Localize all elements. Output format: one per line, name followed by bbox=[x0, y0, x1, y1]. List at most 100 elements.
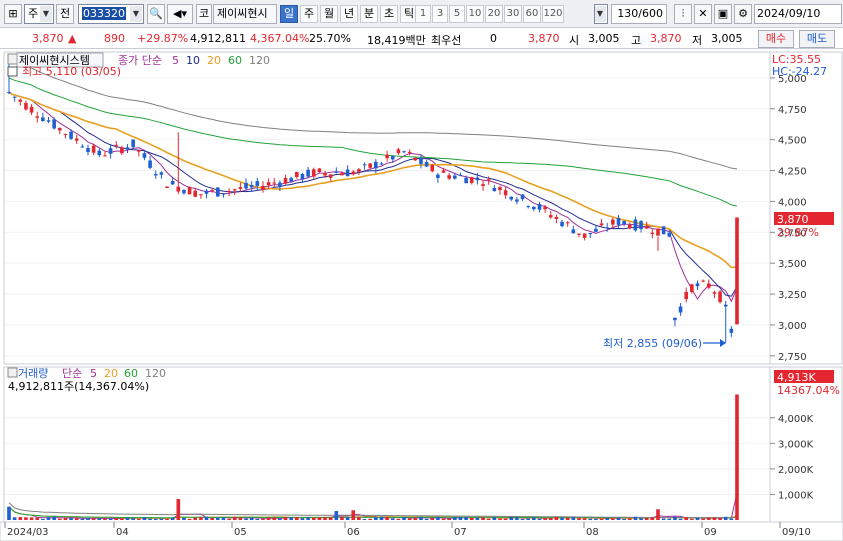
interval-button-1[interactable]: 1 bbox=[415, 5, 431, 23]
volume-bar bbox=[633, 516, 638, 520]
candle-body bbox=[701, 280, 705, 282]
interval-button-3[interactable]: 3 bbox=[432, 5, 448, 23]
candle-body bbox=[402, 151, 406, 153]
name-prefix: 코 bbox=[196, 4, 212, 24]
candle-body bbox=[644, 225, 649, 229]
market-combo[interactable]: 주 ▼ bbox=[24, 4, 54, 24]
volume-bar bbox=[255, 518, 260, 520]
candle-body bbox=[532, 206, 536, 210]
candle-body bbox=[74, 138, 79, 141]
candle-body bbox=[69, 131, 73, 139]
volume-bar bbox=[537, 518, 542, 520]
volume-bar bbox=[706, 517, 711, 520]
chevron-down-icon: ▼ bbox=[40, 6, 52, 22]
volume-bar bbox=[136, 518, 141, 520]
period-tab-2[interactable]: 월 bbox=[320, 5, 338, 23]
sound-icon[interactable]: ◀▾ bbox=[167, 4, 193, 24]
sell-button[interactable]: 매도 bbox=[799, 30, 835, 48]
volume-tick-label: 2,000K bbox=[778, 465, 814, 476]
date-field[interactable]: 2024/09/10 bbox=[754, 4, 842, 24]
chart-area[interactable]: 5,000 4,750 4,500 4,250 4,000 3,750 3,500 3,250… bbox=[0, 50, 843, 541]
volume-tick-label: 1,000K bbox=[778, 490, 814, 501]
ma-120-label: 120 bbox=[249, 54, 270, 67]
search-icon[interactable]: 🔍 bbox=[147, 4, 165, 24]
period-tab-1[interactable]: 주 bbox=[300, 5, 318, 23]
interval-dropdown[interactable]: ▼ bbox=[594, 4, 608, 24]
candle-body bbox=[278, 182, 282, 187]
collapse-icon[interactable] bbox=[7, 66, 18, 77]
candle-body bbox=[283, 178, 288, 184]
price-grid bbox=[5, 77, 769, 357]
candle-body bbox=[57, 128, 62, 131]
volume-bar bbox=[684, 517, 689, 520]
candle-type-icon[interactable]: ⫶ bbox=[674, 4, 692, 24]
interval-button-60[interactable]: 60 bbox=[523, 5, 541, 23]
type-button[interactable]: 전 bbox=[56, 4, 74, 24]
candle-body bbox=[481, 184, 485, 186]
interval-button-10[interactable]: 10 bbox=[466, 5, 484, 23]
period-tab-6[interactable]: 틱 bbox=[400, 5, 418, 23]
volume-tag-text: 4,913K bbox=[777, 371, 816, 384]
ma-60-line bbox=[8, 77, 738, 207]
period-tab-4[interactable]: 분 bbox=[360, 5, 378, 23]
volume-bar bbox=[278, 518, 282, 520]
volume-bar bbox=[644, 518, 649, 520]
chart-settings-icon[interactable]: ⊞ bbox=[4, 4, 22, 24]
volume-bar bbox=[249, 517, 254, 520]
x-tick-label: 08 bbox=[586, 527, 599, 538]
price-pct-tag: 29.87% bbox=[777, 226, 819, 239]
volume-bar bbox=[86, 518, 90, 520]
candle-body bbox=[153, 173, 158, 176]
volume-bar bbox=[29, 517, 34, 520]
stock-title: 제이씨현시스템 bbox=[19, 54, 90, 67]
volume-menu-icon[interactable] bbox=[7, 367, 18, 378]
period-tab-5[interactable]: 초 bbox=[380, 5, 398, 23]
volume-bar bbox=[334, 511, 339, 520]
volume-bar bbox=[176, 499, 181, 520]
code-value: 033320 bbox=[82, 7, 126, 20]
gear-icon[interactable]: ⚙ bbox=[734, 4, 752, 24]
period-tab-3[interactable]: 년 bbox=[340, 5, 358, 23]
x-tick-label: 04 bbox=[116, 527, 129, 538]
candle-body bbox=[221, 193, 226, 195]
candle-body bbox=[379, 163, 384, 165]
volume-bar bbox=[577, 518, 581, 520]
volume-pct-tag: 14367.04% bbox=[777, 384, 840, 397]
volume-bar bbox=[148, 518, 152, 520]
save-icon[interactable]: ▣ bbox=[714, 4, 732, 24]
candle-body bbox=[357, 169, 361, 172]
volume-bar bbox=[182, 517, 186, 520]
candle-body bbox=[306, 169, 310, 177]
candle-body bbox=[605, 227, 610, 229]
interval-button-30[interactable]: 30 bbox=[504, 5, 522, 23]
volume-bar bbox=[41, 518, 45, 520]
period-tab-0[interactable]: 일 bbox=[280, 5, 298, 23]
candle-body bbox=[712, 292, 717, 294]
interval-button-5[interactable]: 5 bbox=[449, 5, 465, 23]
buy-button[interactable]: 매수 bbox=[758, 30, 794, 48]
interval-button-20[interactable]: 20 bbox=[485, 5, 503, 23]
volume-bar bbox=[718, 517, 722, 520]
volume-pct: 4,367.04% bbox=[250, 32, 310, 45]
volume-bar bbox=[712, 517, 717, 520]
candle-body bbox=[577, 233, 581, 235]
market-combo-value: 주 bbox=[28, 7, 39, 20]
candle-body bbox=[453, 175, 457, 179]
candle-body bbox=[255, 181, 260, 187]
candle-body bbox=[633, 219, 638, 231]
volume-bars bbox=[7, 394, 739, 520]
count-field[interactable]: 130/600 bbox=[611, 4, 667, 24]
candle-body bbox=[396, 149, 401, 154]
volume-ma-20-label: 20 bbox=[104, 367, 118, 380]
volume-bar bbox=[159, 518, 164, 520]
candle-body bbox=[266, 182, 271, 186]
volume-bar bbox=[170, 517, 175, 520]
code-input[interactable]: 033320 ▼ bbox=[78, 4, 144, 24]
candle-body bbox=[594, 228, 598, 232]
interval-button-120[interactable]: 120 bbox=[542, 5, 564, 23]
cross-line-icon[interactable]: ✕ bbox=[694, 4, 712, 24]
candle-body bbox=[639, 221, 643, 230]
ma-20-label: 20 bbox=[207, 54, 221, 67]
volume-bar bbox=[436, 517, 440, 520]
